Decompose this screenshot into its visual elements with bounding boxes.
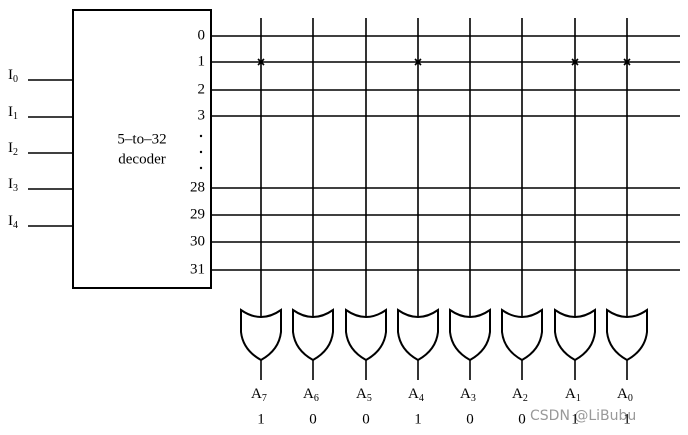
output-value: 1 [414,411,422,427]
or-gate [397,308,439,362]
or-gate [554,308,596,362]
output-value: 1 [257,411,265,427]
signal-label: A5 [356,386,372,404]
connection-x [623,58,631,66]
output-number: 30 [190,233,205,249]
signal-subscript: 0 [628,393,633,404]
signal-subscript: 0 [13,74,18,85]
or-gate [606,308,648,362]
signal-name: I [8,213,13,229]
signal-subscript: 5 [367,393,372,404]
signal-label: A7 [251,386,267,404]
output-number: 0 [198,27,206,43]
signal-name: I [8,140,13,156]
signal-subscript: 1 [13,111,18,122]
signal-subscript: 2 [13,147,18,158]
ellipsis-dot [199,134,203,138]
signal-subscript: 4 [419,393,424,404]
signal-name: I [8,104,13,120]
signal-subscript: 1 [576,393,581,404]
signal-name: A [617,386,628,402]
output-number: 28 [190,179,205,195]
output-number: 31 [190,261,205,277]
decoder-label: decoder [118,151,165,167]
signal-label: A0 [617,386,633,404]
signal-subscript: 6 [314,393,319,404]
signal-name: A [303,386,314,402]
ellipsis-dot [199,150,203,154]
signal-label: I0 [8,67,18,85]
output-value: 0 [362,411,370,427]
or-gate [345,308,387,362]
output-number: 29 [190,206,205,222]
signal-label: A2 [512,386,528,404]
signal-name: A [251,386,262,402]
connection-x [571,58,579,66]
signal-subscript: 3 [13,183,18,194]
signal-subscript: 3 [471,393,476,404]
signal-name: A [512,386,523,402]
signal-label: A4 [408,386,424,404]
signal-name: A [356,386,367,402]
output-value: 1 [623,411,631,427]
or-gate [292,308,334,362]
connection-x [414,58,422,66]
signal-label: A3 [460,386,476,404]
signal-name: A [460,386,471,402]
or-gate [240,308,282,362]
signal-name: I [8,176,13,192]
signal-name: A [408,386,419,402]
connection-x [257,58,265,66]
output-value: 1 [571,411,579,427]
or-gate [501,308,543,362]
output-number: 1 [198,53,206,69]
signal-label: A6 [303,386,319,404]
decoder-box [72,9,212,289]
output-value: 0 [518,411,526,427]
ellipsis-dot [199,166,203,170]
signal-subscript: 7 [262,393,267,404]
signal-label: I2 [8,140,18,158]
signal-subscript: 4 [13,220,18,231]
or-gate [449,308,491,362]
signal-label: I4 [8,213,18,231]
signal-label: I3 [8,176,18,194]
output-number: 3 [198,107,206,123]
signal-label: I1 [8,104,18,122]
output-value: 0 [466,411,474,427]
signal-name: A [565,386,576,402]
signal-subscript: 2 [523,393,528,404]
decoder-label: 5–to–32 [117,131,166,147]
output-value: 0 [309,411,317,427]
watermark: CSDN @LiBubu [530,408,636,424]
output-number: 2 [198,81,206,97]
signal-label: A1 [565,386,581,404]
signal-name: I [8,67,13,83]
